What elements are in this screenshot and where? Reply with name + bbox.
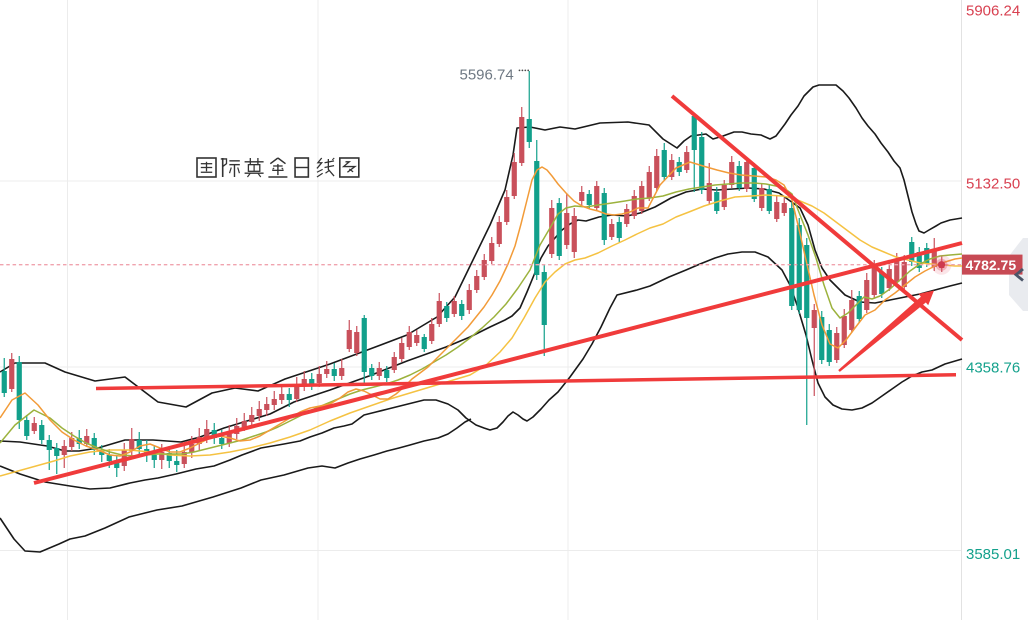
svg-text:5132.50: 5132.50 [966,176,1020,193]
svg-text:4782.75: 4782.75 [966,257,1017,273]
svg-text:4358.76: 4358.76 [966,360,1020,377]
svg-text:3585.01: 3585.01 [966,546,1020,563]
svg-text:5906.24: 5906.24 [966,3,1020,20]
svg-text:5596.74: 5596.74 [460,67,514,84]
